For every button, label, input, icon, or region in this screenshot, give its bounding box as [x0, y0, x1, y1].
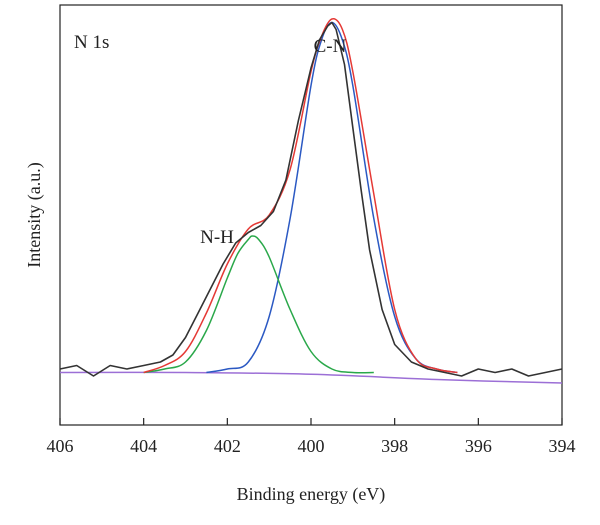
- curves: [59, 18, 563, 384]
- y-axis-label: Intensity (a.u.): [24, 162, 45, 267]
- x-tick-label: 404: [130, 436, 157, 456]
- series-line-fit-n-h: [143, 235, 374, 374]
- series-line-envelope: [143, 18, 458, 374]
- x-tick-label: 400: [298, 436, 325, 456]
- x-tick-label: 406: [47, 436, 74, 456]
- x-tick-label: 394: [549, 436, 576, 456]
- peak-label-n-h: N-H: [200, 227, 234, 248]
- x-ticks: 406 404 402 400 398 396 394: [47, 418, 576, 456]
- series-line-fit-c-n: [206, 21, 458, 374]
- series-line-background: [59, 371, 563, 384]
- panel-label: N 1s: [74, 32, 109, 53]
- x-tick-label: 396: [465, 436, 492, 456]
- series-line-raw: [59, 21, 563, 377]
- x-tick-label: 402: [214, 436, 241, 456]
- peak-label-c-n: C-N: [314, 36, 347, 57]
- x-tick-label: 398: [381, 436, 408, 456]
- x-axis-label: Binding energy (eV): [237, 484, 386, 505]
